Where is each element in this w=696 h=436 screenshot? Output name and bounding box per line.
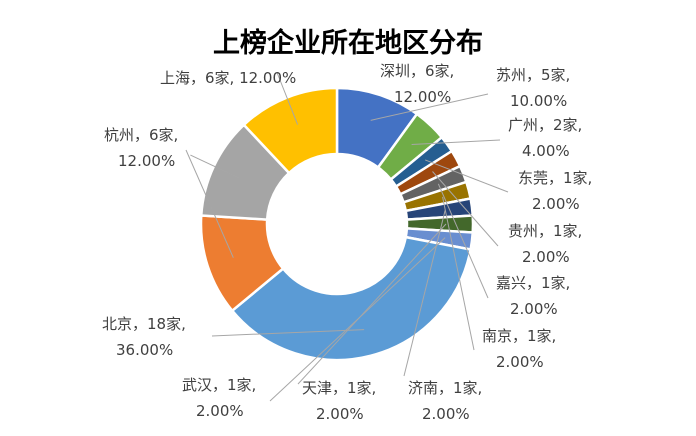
slice-label-line1-7: 济南，1家, bbox=[408, 379, 482, 397]
leader-lines-group bbox=[185, 73, 509, 402]
slice-label-line1-3: 东莞，1家, bbox=[518, 169, 592, 187]
slice-label-line2-3: 2.00% bbox=[532, 195, 580, 213]
slices-group bbox=[199, 86, 475, 362]
leader-line-3 bbox=[425, 159, 509, 193]
slice-13 bbox=[242, 86, 339, 175]
slice-label-line2-5: 2.00% bbox=[510, 300, 558, 318]
slice-label-line2-6: 2.00% bbox=[496, 353, 544, 371]
leader-line-7 bbox=[403, 210, 446, 377]
slice-label-line1-4: 贵州，1家, bbox=[508, 222, 582, 240]
slice-label-line1-9: 武汉，1家, bbox=[182, 376, 256, 394]
slice-label-line2-11: 12.00% bbox=[118, 152, 175, 170]
slice-label-line1-8: 天津，1家, bbox=[302, 379, 376, 397]
leader-line-12 bbox=[190, 154, 241, 179]
leader-line-8 bbox=[297, 223, 447, 385]
slice-label-line1-13: 深圳，6家, bbox=[380, 62, 454, 80]
slice-label-line1-6: 南京，1家, bbox=[482, 327, 556, 345]
leader-line-13 bbox=[276, 73, 299, 125]
leader-line-10 bbox=[211, 329, 365, 337]
slice-label-line2-13: 12.00% bbox=[394, 88, 451, 106]
leader-line-6 bbox=[442, 196, 475, 351]
slice-label-line2-7: 2.00% bbox=[422, 405, 470, 423]
slice-label-line2-8: 2.00% bbox=[316, 405, 364, 423]
slice-label-line2-10: 36.00% bbox=[116, 341, 173, 359]
leader-line-4 bbox=[432, 171, 499, 247]
slice-label-line1-2: 广州，2家, bbox=[508, 116, 582, 134]
leader-line-11 bbox=[185, 149, 234, 258]
leader-line-9 bbox=[269, 237, 446, 402]
slice-label-line2-4: 2.00% bbox=[522, 248, 570, 266]
leader-line-2 bbox=[411, 139, 501, 146]
slice-label-line1-10: 北京，18家, bbox=[102, 315, 186, 333]
labels-group: 苏州，5家, 10.00% 广州，2家, 4.00% 东莞，1家, 2.00% 贵州，1家,… bbox=[102, 62, 592, 423]
chart-title: 上榜企业所在地区分布 bbox=[213, 27, 483, 59]
slice-label-line1-12: 上海，6家, 12.00% bbox=[160, 69, 296, 87]
slice-label-line1-11: 杭州，6家, bbox=[104, 126, 178, 144]
leader-line-5 bbox=[437, 183, 489, 299]
slice-label-line1-5: 嘉兴，1家, bbox=[496, 274, 570, 292]
slice-label-line2-2: 4.00% bbox=[522, 142, 570, 160]
slice-label-line2-1: 10.00% bbox=[510, 92, 567, 110]
slice-10 bbox=[230, 235, 473, 362]
leader-line-1 bbox=[370, 93, 489, 121]
slice-label-line1-1: 苏州，5家, bbox=[496, 66, 570, 84]
slice-label-line2-9: 2.00% bbox=[196, 402, 244, 420]
